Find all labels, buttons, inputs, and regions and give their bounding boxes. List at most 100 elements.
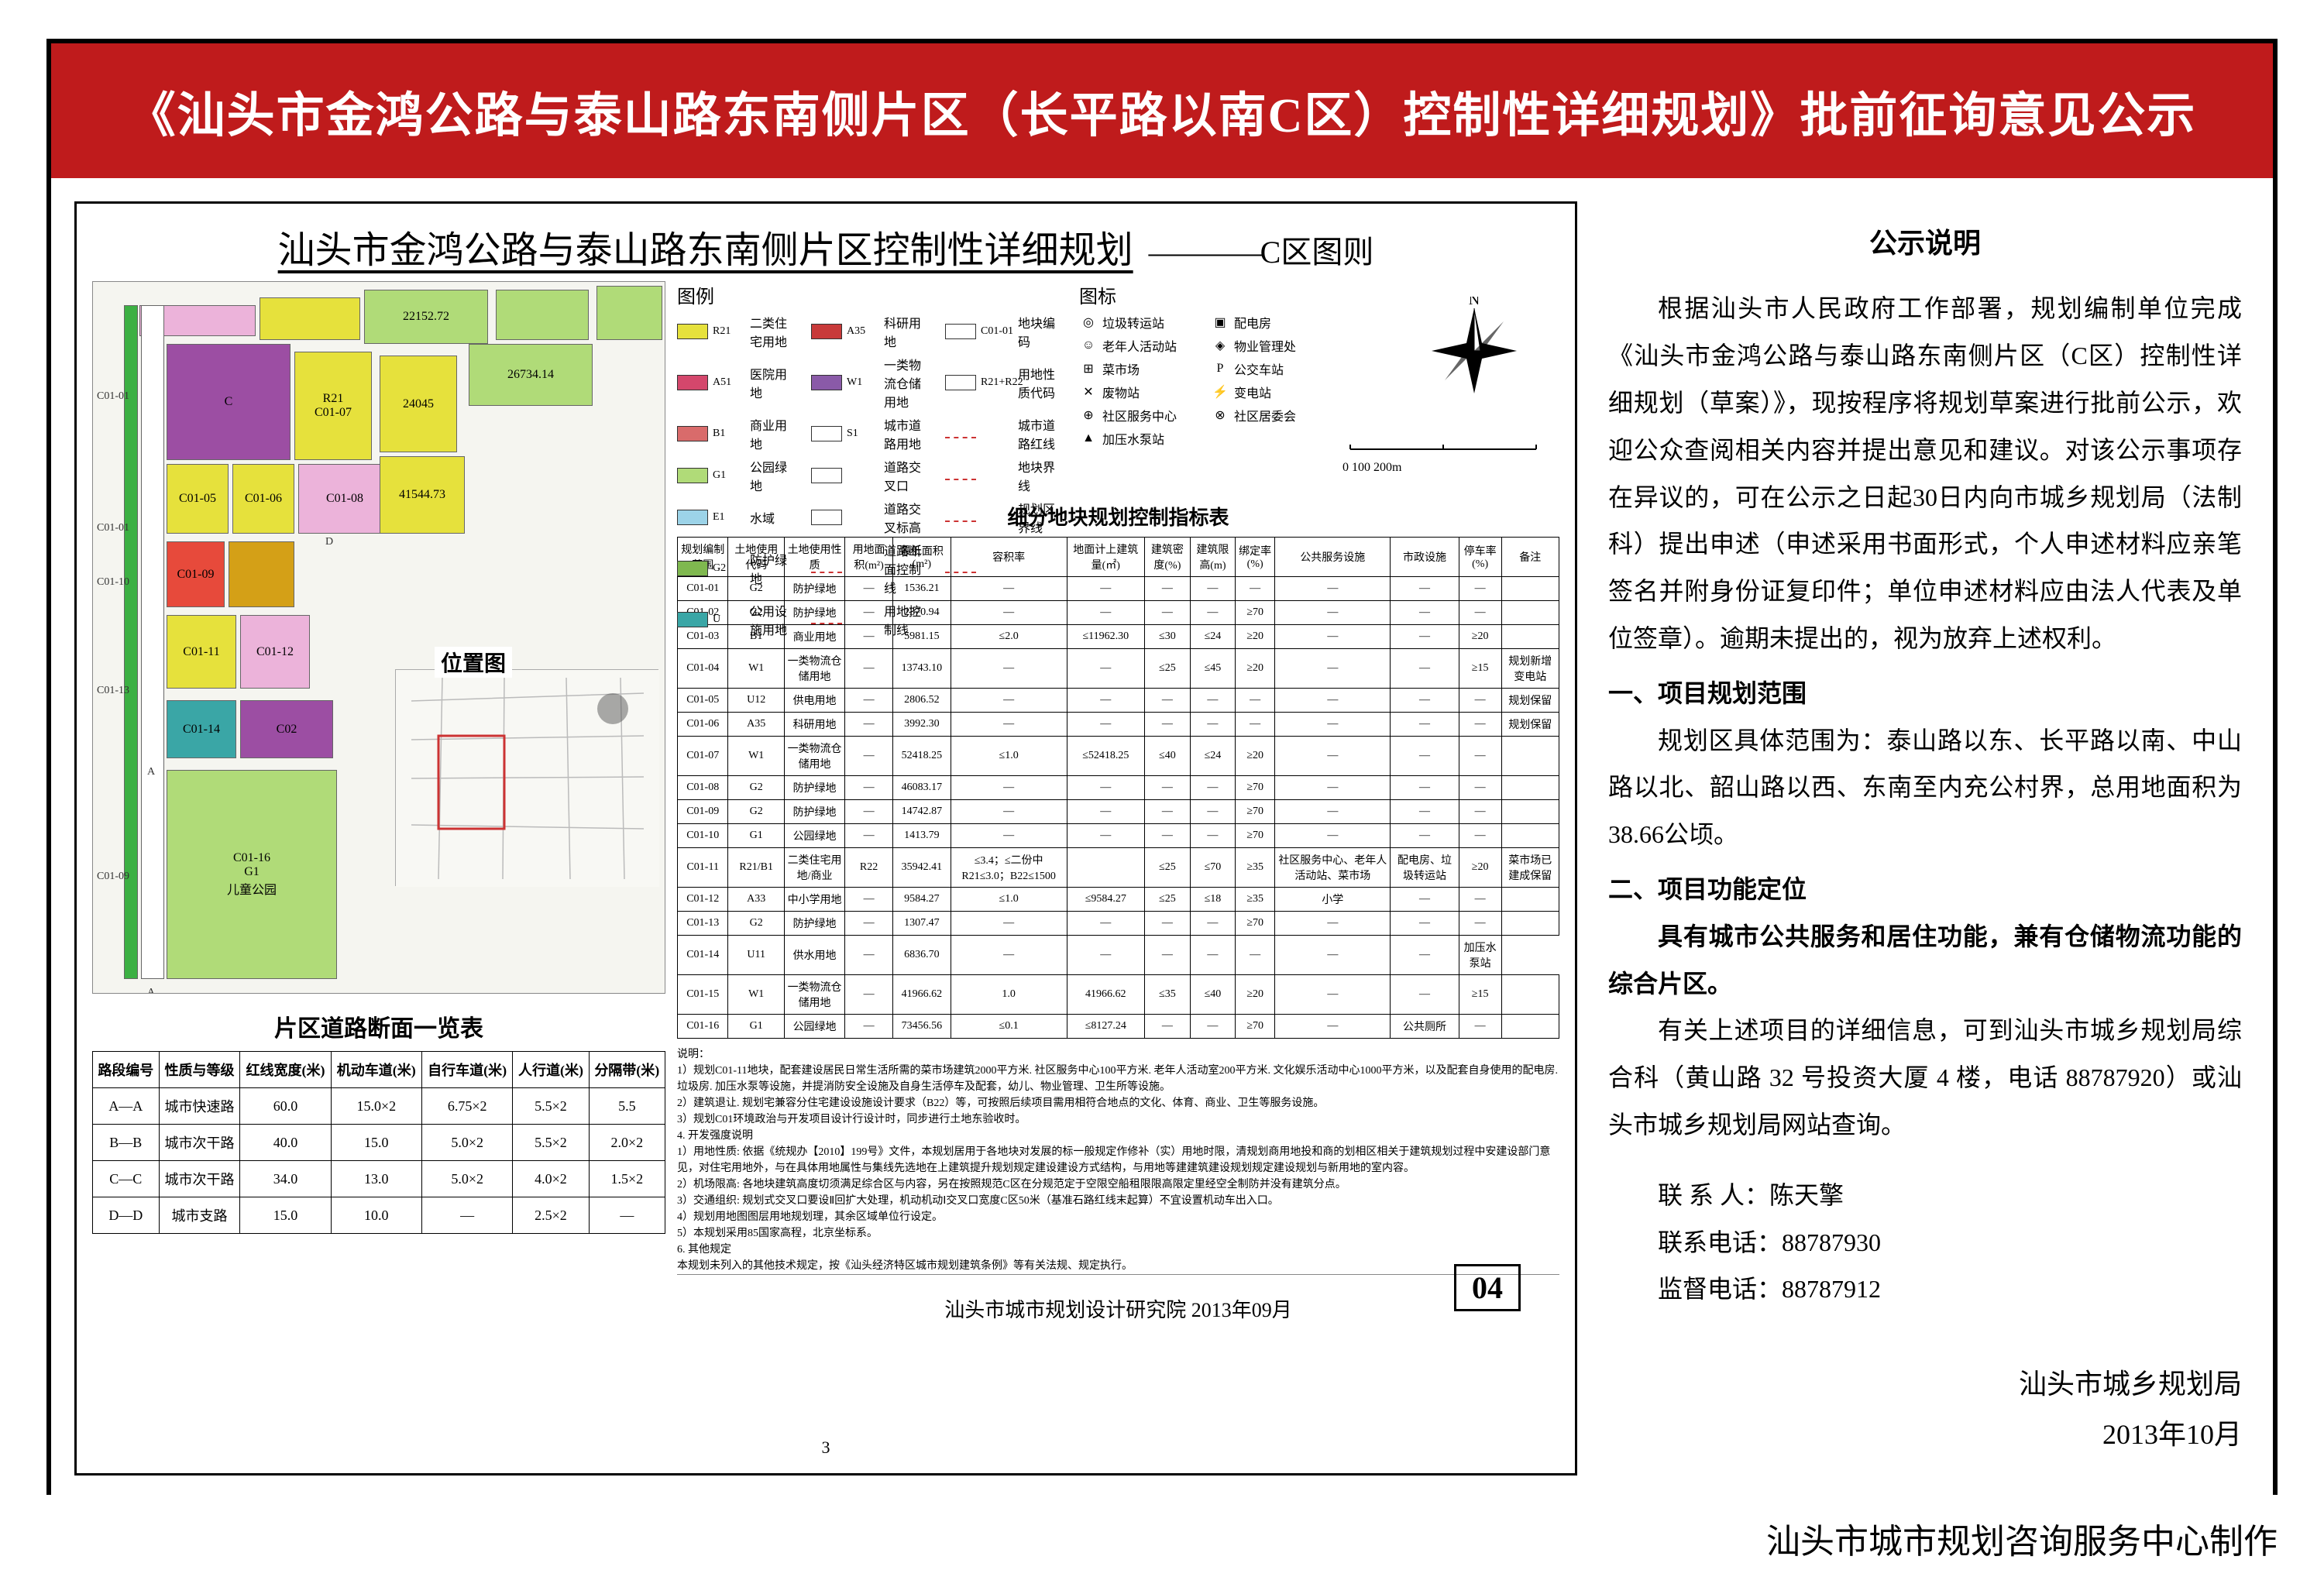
contact-phone: 联系电话：88787930 — [1608, 1219, 2242, 1266]
ctrl-row: C01-16G1公园绿地—73456.56≤0.1≤8127.24——≥70—公… — [678, 1015, 1559, 1039]
road-table-title: 片区道路断面一览表 — [92, 1009, 665, 1043]
map-label: C01-10 — [97, 576, 129, 589]
note-line: 1）规划C01-11地块，配套建设居民日常生活所需的菜市场建筑2000平方米. … — [677, 1063, 1559, 1095]
symbol-item: ▲加压水泵站 — [1079, 429, 1195, 448]
plan-footer: 汕头市城市规划设计研究院 2013年09月 04 — [677, 1274, 1559, 1323]
note-line: 4. 开发强度说明 — [677, 1128, 1559, 1144]
road-row: A—A城市快速路60.015.0×26.75×25.5×25.5 — [93, 1088, 665, 1125]
map-parcel: 41544.73 — [380, 456, 465, 534]
map-parcel: C01-05 — [167, 464, 229, 534]
map-parcel: C01-11 — [167, 615, 236, 689]
legend-item: A51医院用地 — [677, 355, 796, 411]
ctrl-th: 市政设施 — [1391, 538, 1459, 577]
page-number: 3 — [92, 1438, 1559, 1458]
announce-p3: 具有城市公共服务和居住功能，兼有仓储物流功能的综合片区。 — [1608, 913, 2242, 1008]
ctrl-row: C01-07W1一类物流仓储用地—52418.25≤1.0≤52418.25≤4… — [678, 737, 1559, 776]
map-parcel — [496, 290, 589, 340]
legend-symbols: 图标 ◎垃圾转运站▣配电房☺老年人活动站◈物业管理处⊞菜市场P公交车站✕废物站⚡… — [1079, 281, 1327, 490]
symbol-item: ☺老年人活动站 — [1079, 336, 1195, 355]
ctrl-row: C01-14U11供水用地—6836.70———————加压水泵站 — [678, 936, 1559, 975]
map-parcel: C01-16 G1 儿童公园 — [167, 770, 337, 979]
map-label: A — [147, 987, 155, 994]
sign-date: 2013年10月 — [1608, 1410, 2242, 1460]
notes-title: 说明： — [677, 1046, 1559, 1063]
ctrl-row: C01-09G2防护绿地—14742.87————≥70——— — [678, 800, 1559, 824]
plan-sheet: 汕头市金鸿公路与泰山路东南侧片区控制性详细规划 ————C区图则 位置图 — [74, 201, 1577, 1475]
ctrl-th: 绑定率(%) — [1236, 538, 1275, 577]
map-parcel: 26734.14 — [469, 344, 593, 406]
legend-item: A35科研用地 — [811, 313, 930, 350]
map-label: C01-01 — [97, 390, 129, 403]
map-parcel: 22152.72 — [364, 290, 488, 344]
road-th: 人行道(米) — [513, 1052, 589, 1088]
map-parcel: C — [167, 344, 290, 460]
note-line: 3）规划C01环境政治与开发项目设计行设计时，同步进行土地东验收时。 — [677, 1111, 1559, 1128]
signature-block: 汕头市城乡规划局 2013年10月 — [1608, 1359, 2242, 1460]
legend-item: 用地控制线 — [811, 601, 930, 638]
maker-footer: 汕头市城市规划咨询服务中心制作 — [1766, 1513, 2278, 1563]
announce-p2: 规划区具体范围为：泰山路以东、长平路以南、中山路以北、韶山路以西、东南至内充公村… — [1608, 717, 2242, 858]
legend-item — [945, 541, 1064, 596]
notes-block: 说明：1）规划C01-11地块，配套建设居民日常生活所需的菜市场建筑2000平方… — [677, 1046, 1559, 1274]
map-zone: 位置图 22152.7226734.14 CR21 C01-0724045 C01-… — [92, 281, 665, 1431]
ctrl-th: 建筑限高(m) — [1190, 538, 1235, 577]
map-parcel — [229, 541, 294, 607]
legend-title-2: 图标 — [1079, 281, 1327, 308]
legend-item: 地块界线 — [945, 457, 1064, 494]
document-frame: 《汕头市金鸿公路与泰山路东南侧片区（长平路以南C区）控制性详细规划》批前征询意见… — [46, 39, 2278, 1495]
body-area: 汕头市金鸿公路与泰山路东南侧片区控制性详细规划 ————C区图则 位置图 — [51, 178, 2273, 1499]
map-parcel: C01-08 — [298, 464, 391, 534]
map-parcel: C01-12 — [240, 615, 310, 689]
map-parcel: C01-09 — [167, 541, 225, 607]
ctrl-th: 公共服务设施 — [1275, 538, 1391, 577]
note-line: 6. 其他规定 — [677, 1242, 1559, 1258]
symbol-item: P公交车站 — [1211, 359, 1327, 378]
legend-item: G2防护绿地 — [677, 541, 796, 596]
legend-item: 道路交叉口 — [811, 457, 930, 494]
legend-item: R21二类住宅用地 — [677, 313, 796, 350]
map-parcel: 24045 — [380, 356, 457, 452]
road-th: 红线宽度(米) — [240, 1052, 331, 1088]
ctrl-th: 地面计上建筑量(㎡) — [1067, 538, 1144, 577]
right-zone: 图例 R21二类住宅用地A35科研用地C01-01地块编码A51医院用地W1一类… — [677, 281, 1559, 1431]
legend-item: E1水域 — [677, 499, 796, 536]
map-parcel — [596, 286, 662, 340]
legend-item: U公用设施用地 — [677, 601, 796, 638]
announce-title: 公示说明 — [1608, 217, 2242, 270]
compass-box: N 0 — [1342, 281, 1559, 490]
road-th: 分隔带(米) — [589, 1052, 665, 1088]
legend-item: R21+R22用地性质代码 — [945, 355, 1064, 411]
ctrl-th: 建筑密度(%) — [1145, 538, 1191, 577]
map-parcel: R21 C01-07 — [294, 352, 372, 460]
map-parcel: C01-06 — [232, 464, 294, 534]
note-line: 2）建筑退让. 规划宅兼容分住宅建设设施设计要求（B22）等，可按照后续项目需用… — [677, 1095, 1559, 1111]
supervise-phone: 监督电话：88787912 — [1608, 1266, 2242, 1313]
location-map-svg — [396, 670, 659, 887]
symbol-item: ✕废物站 — [1079, 383, 1195, 401]
compass-icon: N — [1420, 297, 1528, 405]
legend-land-use: 图例 R21二类住宅用地A35科研用地C01-01地块编码A51医院用地W1一类… — [677, 281, 1064, 490]
contact-block: 联 系 人：陈天擎 联系电话：88787930 监督电话：88787912 — [1608, 1172, 2242, 1313]
ctrl-th: 停车率(%) — [1459, 538, 1501, 577]
road-th: 自行车道(米) — [421, 1052, 512, 1088]
legend-item: 道路交叉标高 — [811, 499, 930, 536]
map-label: C01-09 — [97, 871, 129, 883]
ctrl-row: C01-08G2防护绿地—46083.17————≥70——— — [678, 776, 1559, 800]
symbol-item: ▣配电房 — [1211, 313, 1327, 332]
map-label: C01-01 — [97, 522, 129, 534]
road-th: 性质与等级 — [159, 1052, 240, 1088]
announce-p4: 有关上述项目的详细信息，可到汕头市城乡规划局综合科（黄山路 32 号投资大厦 4… — [1608, 1007, 2242, 1148]
ctrl-row: C01-13G2防护绿地—1307.47————≥70——— — [678, 912, 1559, 936]
symbol-item: ⊕社区服务中心 — [1079, 406, 1195, 424]
symbol-item: ⚡变电站 — [1211, 383, 1327, 401]
road-section-table: 路段编号性质与等级红线宽度(米)机动车道(米)自行车道(米)人行道(米)分隔带(… — [92, 1051, 665, 1234]
legend-title-1: 图例 — [677, 281, 1064, 308]
ctrl-row: C01-05U12供电用地—2806.52————————规划保留 — [678, 689, 1559, 713]
plan-title-row: 汕头市金鸿公路与泰山路东南侧片区控制性详细规划 ————C区图则 — [92, 219, 1559, 273]
note-line: 2）机场限高: 各地块建筑高度切须满足综合区与内容，另在按照规范C区在分规范定于… — [677, 1177, 1559, 1193]
location-map: 位置图 — [395, 669, 658, 886]
legend-grid: R21二类住宅用地A35科研用地C01-01地块编码A51医院用地W1一类物流仓… — [677, 313, 1064, 638]
map-label: A — [147, 766, 155, 778]
road-th: 路段编号 — [93, 1052, 160, 1088]
road-th: 机动车道(米) — [331, 1052, 421, 1088]
